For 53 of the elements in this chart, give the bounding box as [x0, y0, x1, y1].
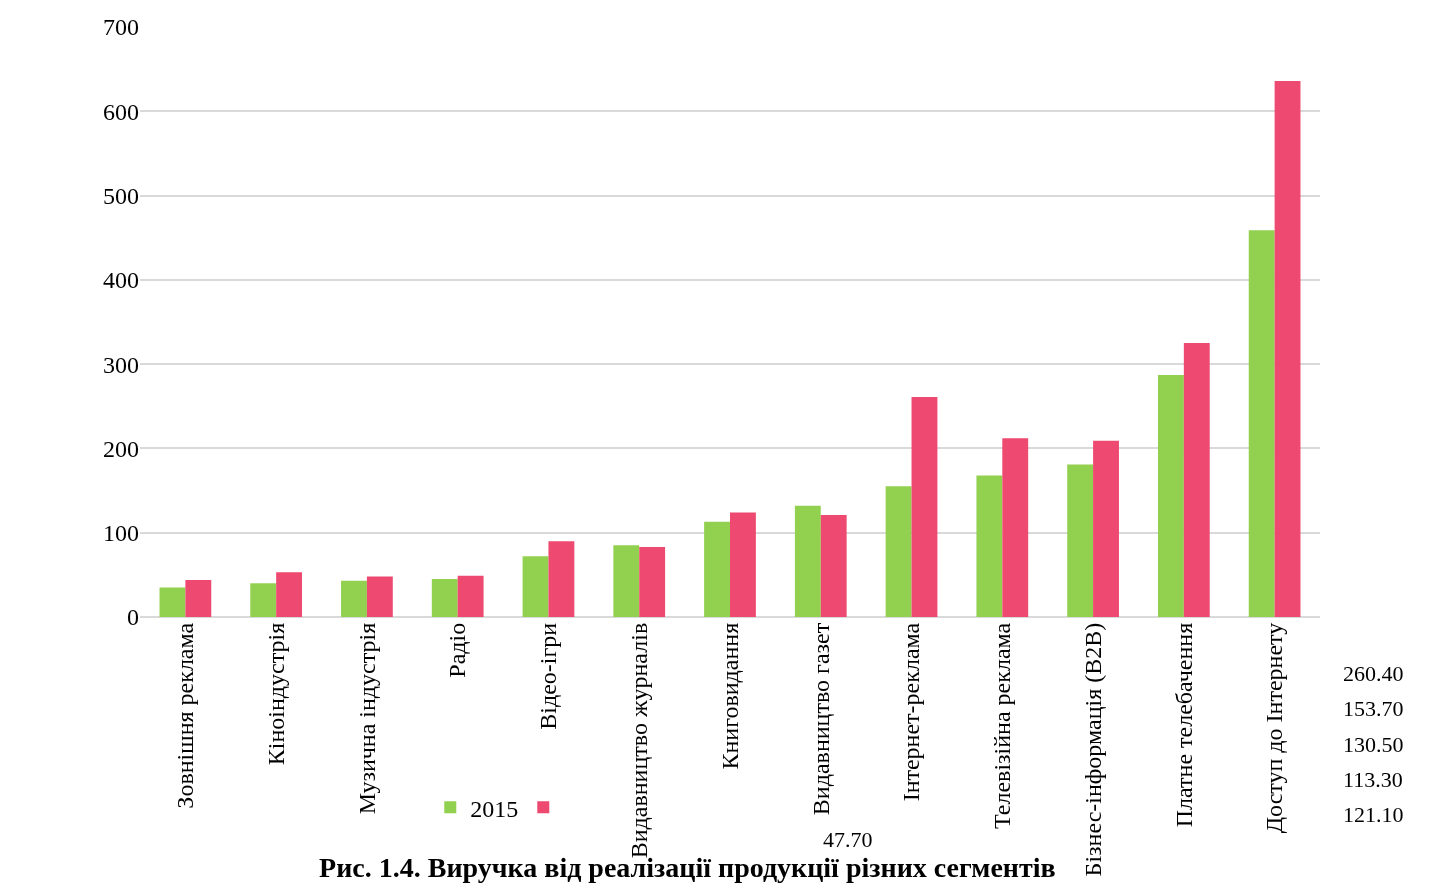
bar	[704, 521, 730, 617]
bar	[185, 579, 212, 617]
bar	[1183, 343, 1210, 617]
text: 153.70	[1343, 696, 1404, 721]
bar	[341, 580, 367, 617]
y-tick-label: 600	[103, 98, 139, 125]
y-tick-label: 700	[103, 14, 139, 41]
y-tick-label: 0	[127, 604, 139, 631]
x-tick-label: Інтернет-реклама	[898, 622, 925, 802]
bar	[613, 545, 640, 617]
x-tick-label: Радіо	[444, 622, 471, 678]
bar	[1274, 80, 1301, 617]
y-tick-label: 500	[103, 182, 139, 209]
bar	[548, 541, 575, 617]
x-tick-label: Музична індустрія	[353, 622, 380, 815]
y-tick-label: 200	[103, 435, 139, 462]
bar	[159, 587, 186, 617]
text: 113.30	[1343, 767, 1403, 792]
bar	[457, 575, 484, 617]
y-tick-label: 400	[103, 267, 139, 294]
bar	[1248, 230, 1275, 617]
x-tick-label: Телевізійна реклама	[989, 622, 1016, 829]
bar	[1093, 440, 1119, 617]
bar	[276, 572, 303, 617]
bar	[1157, 375, 1184, 617]
bar	[885, 486, 912, 617]
x-tick-label: Платне телебачення	[1170, 622, 1197, 828]
y-tick-label: 100	[103, 520, 139, 547]
bar	[639, 547, 666, 617]
text: 121.10	[1343, 802, 1404, 827]
x-tick-label: Відео-ігри	[535, 622, 562, 730]
text: 260.40	[1343, 661, 1404, 686]
bar	[976, 475, 1003, 617]
bar	[794, 505, 821, 617]
x-tick-label: Бізнес-інформація (B2B)	[1079, 622, 1106, 877]
text: 130.50	[1343, 732, 1404, 757]
bar	[431, 579, 458, 617]
bar	[522, 556, 549, 617]
bar	[250, 583, 277, 617]
x-tick-label: Зовнішня реклама	[172, 622, 199, 809]
bar	[366, 576, 393, 617]
x-tick-label: Видавництво газет	[807, 622, 834, 816]
x-tick-label: Доступ до Інтернету	[1261, 622, 1288, 834]
bar	[1002, 438, 1029, 617]
bar	[820, 515, 847, 617]
legend-label: 2015	[470, 795, 519, 822]
x-tick-label: Кіноіндустрія	[262, 622, 289, 766]
y-tick-label: 300	[103, 351, 139, 378]
text: 47.70	[823, 827, 873, 852]
bar	[1067, 464, 1094, 617]
x-tick-label: Книговидання	[716, 622, 743, 770]
bar	[911, 397, 938, 617]
bar	[730, 512, 756, 617]
